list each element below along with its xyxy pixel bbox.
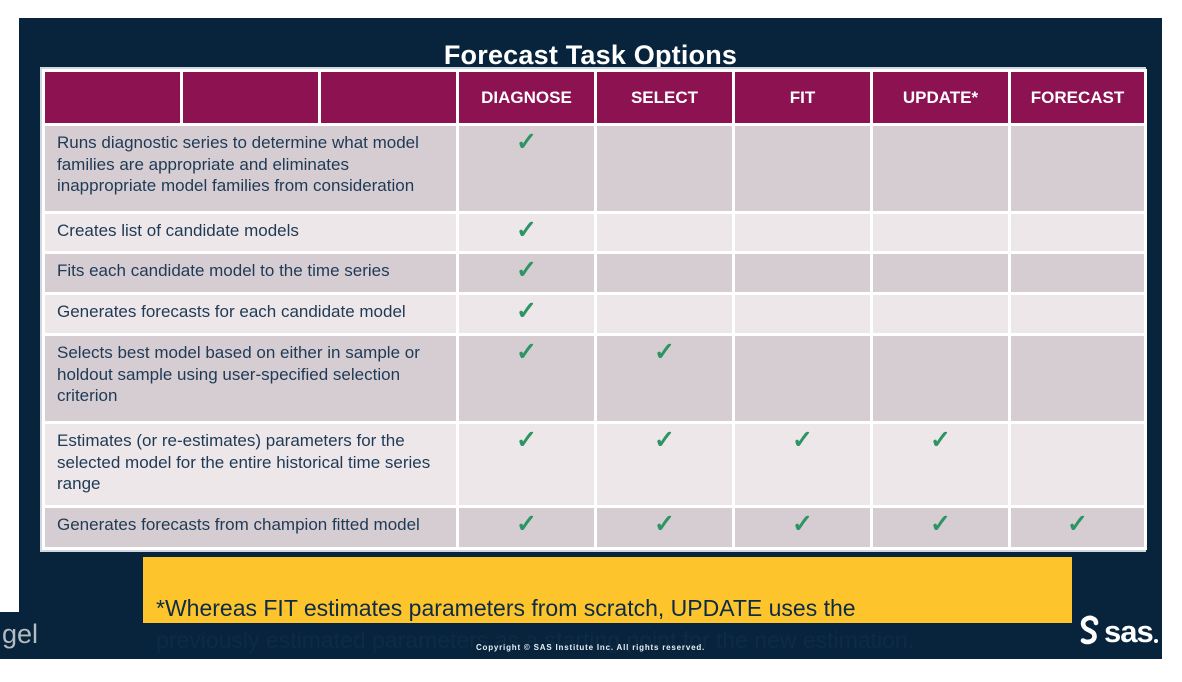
check-cell-checked: ✓ [594, 421, 735, 508]
footnote-callout: *Whereas FIT estimates parameters from s… [143, 557, 1072, 653]
table-row: Creates list of candidate models ✓ [42, 211, 1147, 254]
check-cell-empty [870, 251, 1011, 295]
table-row: Estimates (or re-estimates) parameters f… [42, 421, 1147, 508]
task-description: Generates forecasts from champion fitted… [42, 505, 459, 550]
check-cell-checked: ✓ [732, 505, 873, 550]
check-cell-empty [1008, 251, 1147, 295]
check-cell-empty [594, 251, 735, 295]
sas-logo: sas [1075, 615, 1158, 647]
forecast-task-table: DIAGNOSE SELECT FIT UPDATE* FORECAST Runs di… [42, 69, 1147, 550]
check-cell-checked: ✓ [594, 333, 735, 424]
gel-watermark-block [0, 612, 20, 659]
check-icon: ✓ [654, 510, 675, 538]
table-body: Runs diagnostic series to determine what… [42, 123, 1147, 550]
check-cell-empty [870, 211, 1011, 254]
slide: Forecast Task Options DIAGNOSE SELECT FIT U… [19, 18, 1162, 659]
check-cell-checked: ✓ [456, 251, 597, 295]
check-cell-empty [1008, 292, 1147, 336]
check-cell-empty [1008, 421, 1147, 508]
check-icon: ✓ [930, 426, 951, 454]
check-icon: ✓ [516, 510, 537, 538]
check-cell-checked: ✓ [456, 292, 597, 336]
header-corner-cell [180, 69, 321, 126]
header-corner-cell [318, 69, 459, 126]
task-description: Creates list of candidate models [42, 211, 459, 254]
table-row: Selects best model based on either in sa… [42, 333, 1147, 424]
copyright-text: Copyright © SAS Institute Inc. All right… [475, 643, 706, 652]
check-cell-empty [732, 292, 873, 336]
sas-logo-text: sas [1104, 613, 1154, 649]
check-cell-empty [732, 211, 873, 254]
check-cell-empty [594, 292, 735, 336]
check-icon: ✓ [930, 510, 951, 538]
check-icon: ✓ [516, 216, 537, 244]
task-description: Estimates (or re-estimates) parameters f… [42, 421, 459, 508]
check-cell-checked: ✓ [732, 421, 873, 508]
check-cell-checked: ✓ [594, 505, 735, 550]
check-cell-checked: ✓ [1008, 505, 1147, 550]
sas-swirl-icon [1080, 615, 1099, 645]
forecast-task-table-frame: DIAGNOSE SELECT FIT UPDATE* FORECAST Runs di… [40, 67, 1147, 552]
check-cell-empty [594, 123, 735, 214]
column-header-update: UPDATE* [870, 69, 1011, 126]
check-icon: ✓ [516, 338, 537, 366]
table-row: Runs diagnostic series to determine what… [42, 123, 1147, 214]
footnote-text: *Whereas FIT estimates parameters from s… [156, 595, 915, 654]
check-cell-empty [732, 251, 873, 295]
check-cell-empty [594, 211, 735, 254]
check-cell-empty [870, 123, 1011, 214]
check-cell-checked: ✓ [456, 123, 597, 214]
check-icon: ✓ [654, 338, 675, 366]
check-cell-checked: ✓ [870, 421, 1011, 508]
column-header-select: SELECT [594, 69, 735, 126]
task-description: Generates forecasts for each candidate m… [42, 292, 459, 336]
check-cell-checked: ✓ [456, 333, 597, 424]
header-corner-cell [42, 69, 183, 126]
check-cell-checked: ✓ [870, 505, 1011, 550]
table-row: Fits each candidate model to the time se… [42, 251, 1147, 295]
check-cell-empty [732, 123, 873, 214]
slide-title: Forecast Task Options [443, 40, 738, 70]
column-header-diagnose: DIAGNOSE [456, 69, 597, 126]
check-icon: ✓ [654, 426, 675, 454]
check-icon: ✓ [792, 510, 813, 538]
check-icon: ✓ [516, 426, 537, 454]
check-cell-checked: ✓ [456, 421, 597, 508]
check-cell-empty [870, 292, 1011, 336]
gel-watermark: gel [2, 619, 39, 649]
table-header: DIAGNOSE SELECT FIT UPDATE* FORECAST [42, 69, 1147, 126]
sas-logo-dot [1153, 639, 1158, 643]
check-cell-empty [870, 333, 1011, 424]
check-icon: ✓ [516, 256, 537, 284]
column-header-fit: FIT [732, 69, 873, 126]
check-cell-empty [1008, 123, 1147, 214]
task-description: Fits each candidate model to the time se… [42, 251, 459, 295]
table-row: Generates forecasts from champion fitted… [42, 505, 1147, 550]
check-cell-empty [1008, 211, 1147, 254]
check-cell-empty [732, 333, 873, 424]
check-cell-checked: ✓ [456, 211, 597, 254]
check-cell-empty [1008, 333, 1147, 424]
check-icon: ✓ [792, 426, 813, 454]
column-header-forecast: FORECAST [1008, 69, 1147, 126]
check-icon: ✓ [516, 297, 537, 325]
task-description: Runs diagnostic series to determine what… [42, 123, 459, 214]
task-description: Selects best model based on either in sa… [42, 333, 459, 424]
table-row: Generates forecasts for each candidate m… [42, 292, 1147, 336]
check-icon: ✓ [516, 128, 537, 156]
check-icon: ✓ [1067, 510, 1088, 538]
check-cell-checked: ✓ [456, 505, 597, 550]
header-row: DIAGNOSE SELECT FIT UPDATE* FORECAST [42, 69, 1147, 126]
